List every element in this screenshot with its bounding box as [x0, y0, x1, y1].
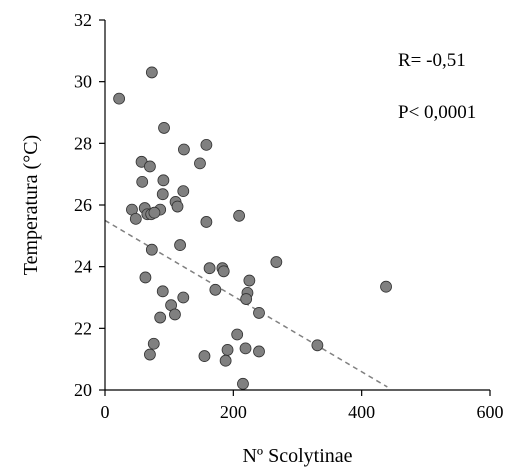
data-point	[148, 206, 161, 219]
data-point	[233, 209, 246, 222]
x-tick-label: 200	[220, 402, 247, 422]
data-point	[380, 280, 392, 293]
data-point	[144, 160, 156, 173]
data-point	[174, 239, 186, 251]
x-ticks: 0 200 400 600	[101, 390, 504, 422]
data-point	[231, 328, 244, 341]
x-tick-label: 400	[348, 402, 375, 422]
data-point	[198, 350, 211, 362]
data-point	[171, 200, 184, 213]
data-point	[253, 345, 265, 358]
data-point	[311, 339, 324, 352]
data-point	[129, 212, 142, 225]
x-tick-label: 0	[101, 402, 110, 422]
x-axis-title: Nº Scolytinae	[242, 445, 352, 467]
data-point	[237, 377, 249, 390]
x-tick-label: 600	[477, 402, 504, 422]
data-point	[217, 265, 230, 278]
y-tick-label: 32	[74, 10, 92, 30]
data-point	[209, 283, 222, 296]
data-point	[253, 307, 265, 319]
y-tick-label: 24	[74, 257, 92, 277]
data-point	[169, 308, 181, 321]
data-point	[243, 274, 256, 287]
data-point	[219, 354, 232, 367]
data-point	[177, 291, 190, 304]
data-point	[239, 342, 252, 355]
data-point	[145, 243, 158, 256]
data-point	[194, 157, 206, 170]
data-point	[221, 344, 234, 356]
y-tick-label: 30	[74, 72, 92, 92]
data-point	[200, 216, 213, 228]
data-point	[200, 138, 213, 151]
p-value-label: P< 0,0001	[398, 102, 476, 123]
data-point	[157, 174, 170, 187]
data-point	[139, 271, 152, 284]
y-tick-label: 22	[74, 318, 92, 338]
data-point	[177, 185, 190, 198]
data-point	[203, 262, 216, 275]
data-point	[158, 122, 170, 134]
data-point	[178, 143, 190, 156]
data-point	[154, 311, 167, 324]
points-layer	[113, 66, 392, 390]
data-point	[145, 66, 158, 79]
data-point	[144, 348, 156, 361]
data-point	[156, 285, 169, 298]
data-point	[156, 188, 169, 201]
y-tick-label: 20	[74, 380, 92, 400]
y-tick-label: 26	[74, 195, 92, 215]
data-point	[147, 337, 160, 350]
correlation-r-label: R= -0,51	[398, 50, 466, 71]
y-ticks: 20 22 24 26 28 30 32	[74, 10, 105, 400]
data-point	[136, 175, 149, 188]
data-point	[270, 256, 283, 268]
data-point	[113, 92, 126, 105]
y-axis-title: Temperatura (°C)	[20, 135, 42, 275]
data-point	[240, 293, 253, 305]
y-tick-label: 28	[74, 133, 92, 153]
